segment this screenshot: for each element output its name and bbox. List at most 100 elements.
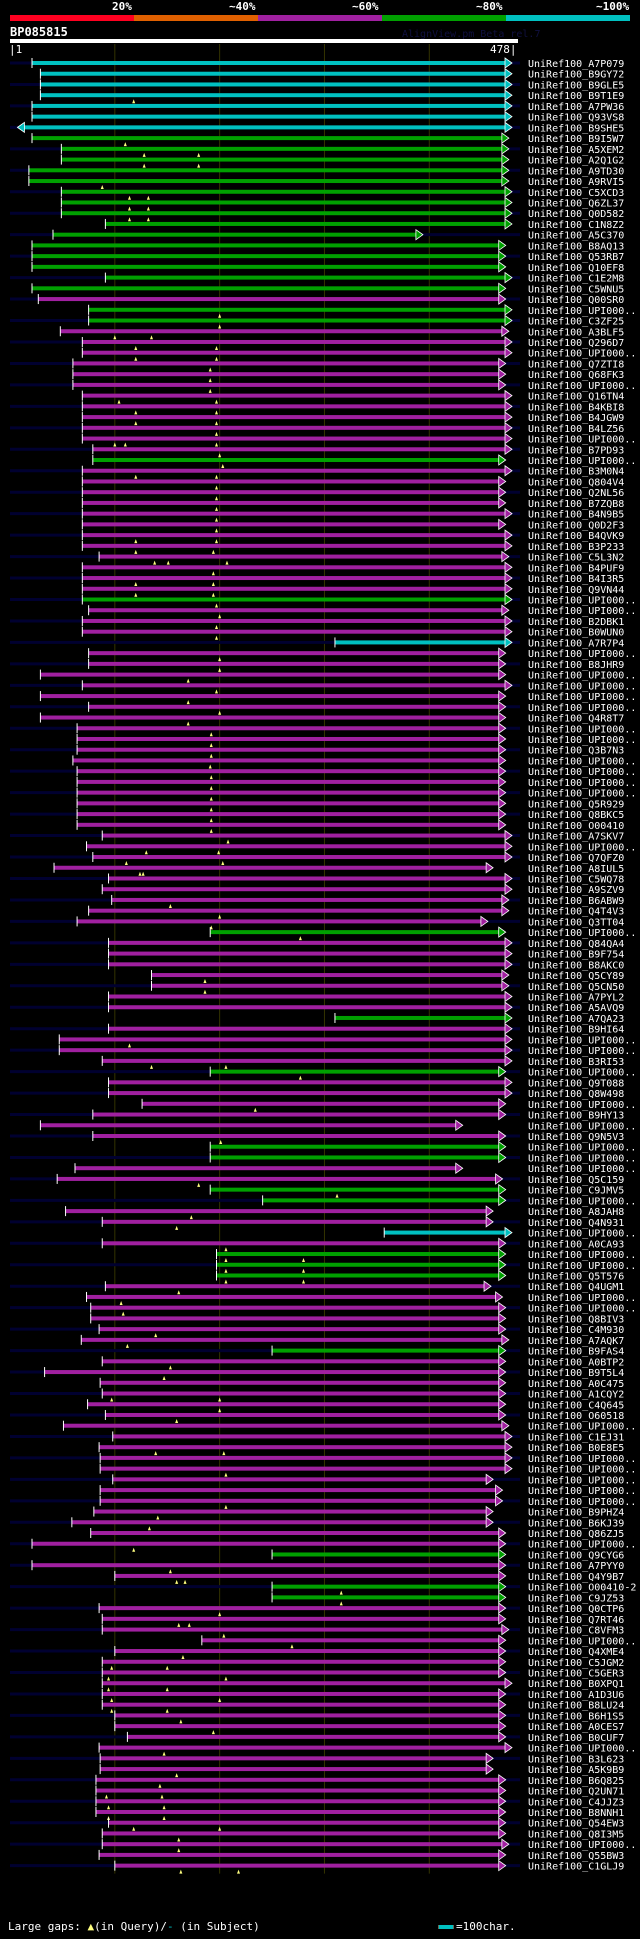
hit-label: UniRef100_Q7QFZ0 [528, 853, 624, 864]
hit-label: UniRef100_Q8BIV3 [528, 1314, 624, 1325]
alignment-row: UniRef100_UPI000.. [86, 1291, 636, 1305]
alignment-bar [77, 790, 500, 795]
hit-label: UniRef100_C5JGM2 [528, 1658, 624, 1669]
alignment-row: UniRef100_Q2UN71 [95, 1784, 624, 1799]
hit-label: UniRef100_B6H1S5 [528, 1711, 624, 1722]
query-gap-marker-icon [214, 539, 218, 544]
right-arrow-icon [498, 1774, 507, 1786]
query-gap-marker-icon [214, 474, 218, 479]
alignment-row: UniRef100_C5L3N2 [10, 550, 624, 565]
alignment-row: UniRef100_B3P233 [81, 540, 624, 554]
query-gap-marker-icon [224, 1504, 228, 1509]
alignment-row: UniRef100_C5WQ78 [10, 872, 624, 885]
query-gap-marker-icon [127, 195, 131, 200]
hit-label: UniRef100_A5C370 [528, 231, 624, 242]
alignment-row: UniRef100_Q9N5V3 [10, 1130, 624, 1144]
alignment-bar [210, 1187, 500, 1192]
query-gap-marker-icon [142, 163, 146, 168]
alignment-row: UniRef100_A5K9B9 [99, 1763, 624, 1778]
query-gap-marker-icon [218, 324, 222, 329]
right-arrow-icon [498, 1130, 507, 1142]
hit-label: UniRef100_UPI000.. [528, 1153, 636, 1164]
alignment-bar [82, 350, 507, 355]
hit-label: UniRef100_A7R7P4 [528, 638, 624, 649]
alignment-row: UniRef100_UPI000.. [99, 1462, 636, 1477]
query-gap-marker-icon [209, 818, 213, 823]
alignment-row: UniRef100_UPI000.. [215, 1248, 636, 1263]
hit-label: UniRef100_B4N9B5 [528, 510, 624, 521]
right-arrow-icon [504, 314, 513, 327]
right-arrow-icon [504, 1001, 513, 1014]
alignment-bar [82, 436, 507, 441]
hit-label: UniRef100_A0CA93 [528, 1239, 624, 1250]
alignment-bar [82, 479, 500, 484]
hit-label: UniRef100_B9SHE5 [528, 123, 624, 134]
right-arrow-icon [498, 722, 507, 735]
alignment-bar [210, 1155, 500, 1160]
alignment-row: UniRef100_A7QA23 [334, 1012, 624, 1025]
hit-label: UniRef100_C1EJ31 [528, 1432, 624, 1443]
query-gap-marker-icon [175, 1225, 179, 1230]
hit-label: UniRef100_A8IUL5 [528, 864, 624, 875]
right-arrow-icon [504, 57, 513, 69]
hit-label: UniRef100_UPI000.. [528, 1475, 636, 1486]
right-arrow-icon [498, 1108, 507, 1121]
right-arrow-icon [504, 78, 513, 91]
hit-label: UniRef100_Q5CN50 [528, 982, 624, 993]
query-gap-marker-icon [222, 1633, 226, 1638]
right-arrow-icon [504, 872, 513, 885]
alignment-bar [82, 683, 507, 688]
hit-label: UniRef100_C5XCD3 [528, 188, 624, 199]
query-gap-marker-icon [218, 914, 222, 919]
alignment-row: UniRef100_C1N8Z2 [104, 218, 624, 231]
alignment-bar [112, 1434, 506, 1439]
hit-label: UniRef100_UPI000.. [528, 1250, 636, 1261]
hit-label: UniRef100_B7ZQB8 [528, 499, 624, 510]
hit-label: UniRef100_Q68FK3 [528, 370, 624, 381]
alignment-bar [95, 1777, 500, 1782]
right-arrow-icon [498, 733, 507, 745]
right-arrow-icon [498, 808, 507, 820]
right-arrow-icon [501, 1623, 510, 1636]
alignment-row: UniRef100_B4PUF9 [81, 561, 624, 576]
right-arrow-icon [498, 658, 507, 670]
alignment-bar [114, 1649, 500, 1654]
query-gap-marker-icon [150, 1064, 154, 1069]
hit-label: UniRef100_Q6ZL37 [528, 198, 624, 209]
right-arrow-icon [498, 1258, 507, 1271]
right-arrow-icon [504, 304, 513, 316]
alignment-row: UniRef100_B4LZ56 [10, 422, 624, 436]
query-gap-marker-icon [339, 1601, 343, 1606]
right-arrow-icon [498, 1301, 507, 1314]
hit-label: UniRef100_A2Q1G2 [528, 156, 624, 167]
hit-label: UniRef100_UPI000.. [528, 724, 636, 735]
right-arrow-icon [504, 958, 513, 971]
right-arrow-icon [498, 1655, 507, 1668]
alignment-bar [114, 1724, 500, 1729]
alignment-bar [272, 1595, 500, 1600]
gaps-label: Large gaps: [8, 1920, 81, 1933]
query-gap-marker-icon [134, 356, 138, 361]
query-gap-marker-icon [222, 1451, 226, 1456]
alignment-bar [108, 951, 506, 956]
alignment-row: UniRef100_B4JGW9 [81, 411, 624, 426]
alignment-row: UniRef100_B8JHR9 [10, 658, 624, 672]
hit-label: UniRef100_C5GER3 [528, 1669, 624, 1680]
legend-label-20: 20% [112, 0, 132, 13]
scale-legend: =100char. [438, 1920, 516, 1933]
alignment-row: UniRef100_O60518 [10, 1409, 624, 1423]
hit-label: UniRef100_B8AQ13 [528, 241, 624, 252]
query-gap-marker-icon [175, 1579, 179, 1584]
query-gap-marker-icon [123, 442, 127, 447]
alignment-bar [82, 522, 500, 527]
query-gap-marker-icon [214, 485, 218, 490]
hit-label: UniRef100_C4M930 [528, 1325, 624, 1336]
alignment-bar [95, 1788, 500, 1793]
alignment-bar [52, 232, 417, 237]
alignment-bar [108, 1080, 506, 1085]
alignment-row: UniRef100_C1E2M8 [10, 271, 624, 285]
alignment-bar [88, 307, 506, 312]
query-gap-marker-icon [134, 582, 138, 587]
alignment-bar [262, 1198, 500, 1203]
alignment-row: UniRef100_UPI000.. [10, 722, 636, 737]
